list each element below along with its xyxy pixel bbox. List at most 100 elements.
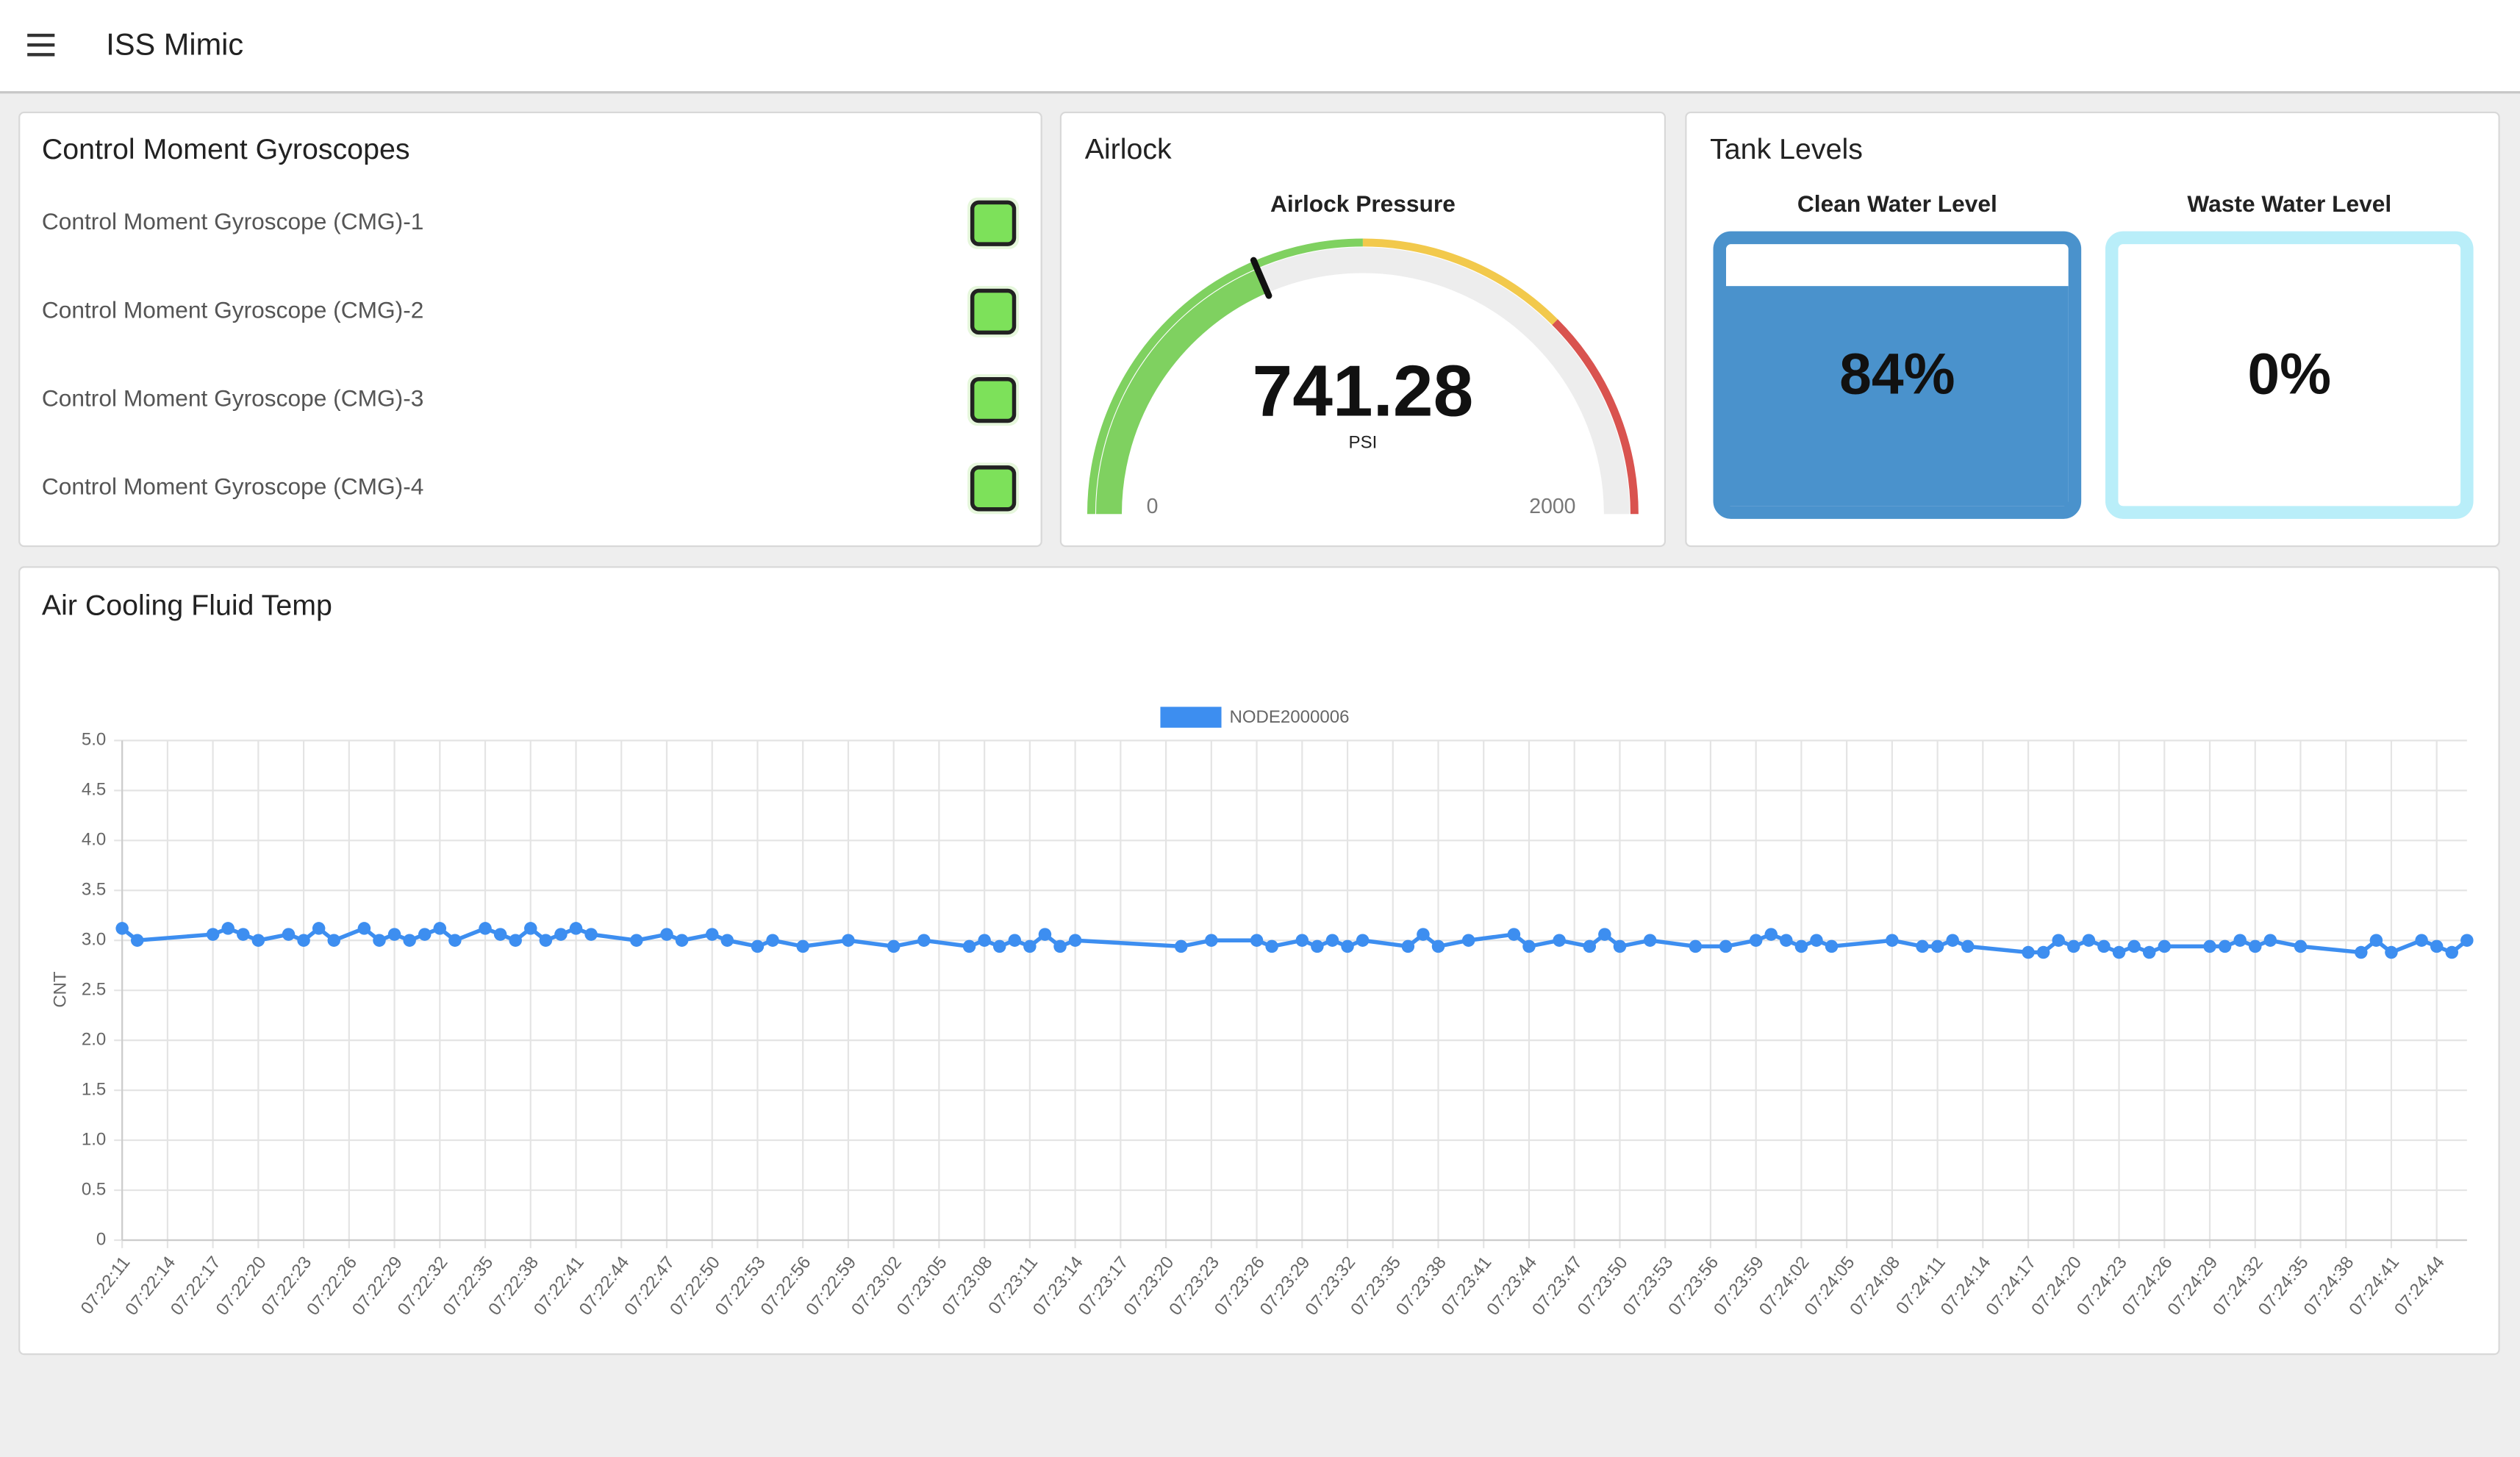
data-point (917, 934, 931, 947)
data-point (493, 928, 507, 941)
data-point (1719, 939, 1733, 953)
data-point (2142, 945, 2156, 959)
data-point (237, 928, 250, 941)
cmg-indicator (970, 465, 1017, 512)
data-point (297, 934, 310, 947)
data-point (1810, 934, 1823, 947)
tank-frame (2105, 231, 2474, 519)
data-point (842, 934, 855, 947)
data-point (992, 939, 1006, 953)
gauge-band (1362, 238, 1558, 326)
data-point (2067, 939, 2080, 953)
data-point (978, 934, 991, 947)
data-point (1522, 939, 1536, 953)
y-tick-label: 1.0 (82, 1129, 106, 1149)
gauge-band (1087, 238, 1363, 515)
data-point (1825, 939, 1839, 953)
data-point (1930, 939, 1944, 953)
gauge-max: 2000 (1529, 495, 1575, 518)
tank-label: Clean Water Level (1797, 190, 1997, 217)
data-point (2355, 945, 2368, 959)
data-point (569, 922, 583, 935)
data-point (448, 934, 462, 947)
data-point (1295, 934, 1309, 947)
data-point (887, 939, 901, 953)
tank-fill (1726, 286, 2069, 506)
data-point (2097, 939, 2111, 953)
data-point (2249, 939, 2262, 953)
data-point (1417, 928, 1430, 941)
data-point (221, 922, 235, 935)
data-point (1780, 934, 1793, 947)
cmg-label: Control Moment Gyroscope (CMG)-1 (42, 208, 424, 235)
menu-button[interactable] (27, 33, 55, 57)
y-tick-label: 0.5 (82, 1179, 106, 1199)
data-point (1431, 939, 1445, 953)
cmg-label: Control Moment Gyroscope (CMG)-4 (42, 473, 424, 500)
data-point (2263, 934, 2277, 947)
data-point (1053, 939, 1067, 953)
legend-swatch (1160, 706, 1222, 728)
data-point (1764, 928, 1778, 941)
data-point (403, 934, 416, 947)
series-line (121, 926, 2469, 955)
data-point (705, 928, 719, 941)
data-point (2082, 934, 2096, 947)
data-point (418, 928, 432, 941)
data-point (1174, 939, 1188, 953)
data-point (2052, 934, 2065, 947)
y-tick-label: 2.5 (82, 980, 106, 1000)
data-point (962, 939, 976, 953)
data-point (1341, 939, 1354, 953)
tank-label: Waste Water Level (2187, 190, 2391, 217)
data-point (1008, 934, 1022, 947)
gauge-needle (1250, 257, 1272, 299)
data-point (357, 922, 371, 935)
cmg-indicator (970, 376, 1017, 423)
y-tick-label: 4.5 (82, 780, 106, 800)
data-point (766, 934, 779, 947)
data-point (539, 934, 553, 947)
data-point (1068, 934, 1082, 947)
data-point (2233, 934, 2247, 947)
data-point (2385, 945, 2398, 959)
data-point (1583, 939, 1597, 953)
data-point (2022, 945, 2035, 959)
data-point (2036, 945, 2050, 959)
data-point (1461, 934, 1475, 947)
card-title: Airlock (1085, 133, 1172, 165)
data-point (1356, 934, 1370, 947)
tank-value: 0% (2247, 341, 2331, 406)
data-point (660, 928, 673, 941)
data-point (2127, 939, 2141, 953)
data-point (1023, 939, 1037, 953)
y-tick-label: 1.5 (82, 1079, 106, 1099)
data-point (524, 922, 537, 935)
cmg-label: Control Moment Gyroscope (CMG)-3 (42, 385, 424, 412)
data-point (130, 934, 144, 947)
app-bar (0, 0, 2520, 92)
data-point (2430, 939, 2444, 953)
data-point (1689, 939, 1703, 953)
data-point (1265, 939, 1278, 953)
data-point (1916, 939, 1929, 953)
data-point (554, 928, 568, 941)
card (18, 111, 1042, 548)
data-point (327, 934, 341, 947)
y-tick-label: 3.0 (82, 930, 106, 950)
gauge-min: 0 (1147, 495, 1159, 518)
data-point (1643, 934, 1657, 947)
data-point (2460, 934, 2474, 947)
tank-frame (1713, 231, 2082, 519)
card (1059, 111, 1667, 548)
y-tick-label: 3.5 (82, 880, 106, 900)
data-point (509, 934, 522, 947)
card (18, 566, 2500, 1356)
data-point (1946, 934, 1959, 947)
data-point (2218, 939, 2232, 953)
gauge-fill (1096, 269, 1268, 515)
card-title: Air Cooling Fluid Temp (42, 589, 332, 621)
data-point (1311, 939, 1324, 953)
data-point (584, 928, 598, 941)
